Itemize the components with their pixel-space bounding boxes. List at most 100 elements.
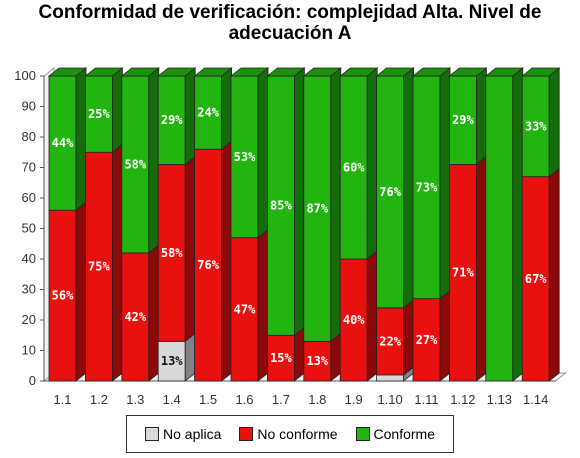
bar-segment-top bbox=[157, 67, 197, 77]
bar-segment bbox=[121, 252, 150, 382]
bar-segment-top bbox=[47, 67, 88, 77]
x-tick-label: 1.2 bbox=[90, 392, 108, 407]
data-label: 29% bbox=[452, 113, 474, 127]
y-tick-label: 40 bbox=[22, 251, 36, 266]
legend-label-no-aplica: No aplica bbox=[163, 426, 222, 442]
bar-segment bbox=[485, 75, 514, 382]
x-tick-label: 1.12 bbox=[450, 392, 475, 407]
bar-segment-side bbox=[366, 250, 378, 382]
bar-segment-side bbox=[439, 289, 451, 382]
bar-segment bbox=[376, 307, 405, 376]
bar-segment-side bbox=[512, 67, 524, 382]
bar-segment-top bbox=[302, 67, 342, 77]
x-tick-label: 1.13 bbox=[487, 392, 512, 407]
data-label: 58% bbox=[161, 246, 183, 260]
bar-segment-side bbox=[548, 67, 560, 178]
y-tick-label: 90 bbox=[22, 99, 36, 114]
bar-segment-top bbox=[484, 67, 524, 77]
data-label: 27% bbox=[416, 333, 438, 347]
x-tick-label: 1.10 bbox=[377, 392, 402, 407]
chart-title-line-1: Conformidad de verificación: complejidad… bbox=[38, 2, 542, 23]
bar-segment bbox=[339, 258, 368, 382]
bar-segment-top bbox=[339, 67, 379, 77]
y-tick-label: 70 bbox=[22, 160, 36, 175]
bar-segment-side bbox=[221, 140, 233, 382]
bar-segment bbox=[339, 75, 368, 260]
y-tick-label: 80 bbox=[22, 129, 36, 144]
data-label: 75% bbox=[88, 260, 110, 274]
bar-segment-side bbox=[330, 67, 342, 343]
data-label: 22% bbox=[379, 334, 401, 348]
y-tick-label: 10 bbox=[22, 343, 36, 358]
x-tick-label: 1.5 bbox=[199, 392, 217, 407]
bar-segment-top bbox=[448, 67, 488, 77]
y-tick-label: 100 bbox=[14, 68, 36, 83]
data-label: 29% bbox=[161, 113, 183, 127]
legend-swatch-conforme bbox=[355, 427, 370, 441]
bar-segment-top bbox=[521, 67, 561, 77]
data-label: 71% bbox=[452, 266, 474, 280]
data-label: 13% bbox=[161, 354, 183, 368]
bar-segment-side bbox=[184, 67, 196, 166]
stacked-bar-chart: 0 10 20 30 40 50 60 70 80 90 100 56% 44% 1.1 75% 25% 1.2… bbox=[14, 66, 568, 407]
bar-segment-side bbox=[75, 201, 87, 382]
legend-item-conforme: Conforme bbox=[355, 426, 435, 442]
bar-segment-side bbox=[112, 143, 123, 382]
data-label: 15% bbox=[270, 351, 292, 365]
x-tick-label: 1.14 bbox=[523, 392, 548, 407]
data-label: 40% bbox=[343, 313, 365, 327]
bar-segment bbox=[157, 340, 186, 382]
bar-segment bbox=[448, 75, 477, 165]
bar-segment-top bbox=[84, 67, 124, 77]
data-label: 56% bbox=[52, 289, 74, 303]
bar-segment-side bbox=[184, 155, 196, 343]
x-tick-label: 1.7 bbox=[272, 392, 290, 407]
data-label: 24% bbox=[197, 106, 219, 120]
bar-segment-side bbox=[475, 155, 487, 382]
bar-segment-side bbox=[366, 67, 378, 260]
legend-label-no-conforme: No conforme bbox=[257, 426, 338, 442]
x-tick-label: 1.4 bbox=[163, 392, 181, 407]
data-label: 47% bbox=[234, 302, 256, 316]
bar-segment-side bbox=[403, 67, 415, 309]
bar-segment-side bbox=[439, 67, 451, 300]
x-tick-label: 1.11 bbox=[414, 392, 438, 407]
x-tick-label: 1.9 bbox=[345, 392, 363, 407]
bar-segment-top bbox=[411, 67, 452, 77]
data-label: 53% bbox=[234, 150, 256, 164]
bar-segment-side bbox=[148, 244, 160, 382]
bar-segment-side bbox=[257, 228, 269, 382]
bar-segment bbox=[194, 75, 223, 150]
bar-segment bbox=[157, 75, 186, 165]
bar-segment-top bbox=[266, 67, 306, 77]
x-tick-label: 1.1 bbox=[53, 392, 71, 407]
data-label: 85% bbox=[270, 199, 292, 213]
bar-segment bbox=[303, 75, 332, 342]
data-label: 25% bbox=[88, 107, 110, 121]
bar-segment bbox=[194, 148, 223, 382]
legend-item-no-aplica: No aplica bbox=[145, 426, 221, 442]
bar-segment-side bbox=[475, 67, 487, 166]
bar-segment-side bbox=[221, 67, 233, 151]
bar-segment-top bbox=[120, 67, 160, 77]
bar-segment-side bbox=[148, 67, 160, 254]
data-label: 73% bbox=[416, 180, 438, 194]
data-label: 67% bbox=[525, 272, 547, 286]
data-label: 33% bbox=[525, 119, 547, 133]
bar-segment bbox=[48, 209, 77, 382]
legend-swatch-no-conforme bbox=[239, 427, 254, 441]
bar-segment-side bbox=[257, 67, 269, 239]
data-label: 60% bbox=[343, 161, 365, 175]
bar-segment bbox=[48, 75, 77, 211]
bar-segment-side bbox=[293, 67, 305, 337]
data-label: 76% bbox=[197, 258, 219, 272]
bar-segment-side bbox=[403, 298, 415, 376]
data-label: 76% bbox=[379, 185, 401, 199]
x-tick-label: 1.8 bbox=[308, 392, 326, 407]
y-tick-label: 30 bbox=[22, 282, 36, 297]
x-tick-label: 1.6 bbox=[235, 392, 253, 407]
data-label: 44% bbox=[52, 136, 74, 150]
bar-segment-side bbox=[112, 67, 123, 154]
bar-segment bbox=[412, 298, 441, 382]
y-tick-label: 0 bbox=[29, 373, 36, 388]
